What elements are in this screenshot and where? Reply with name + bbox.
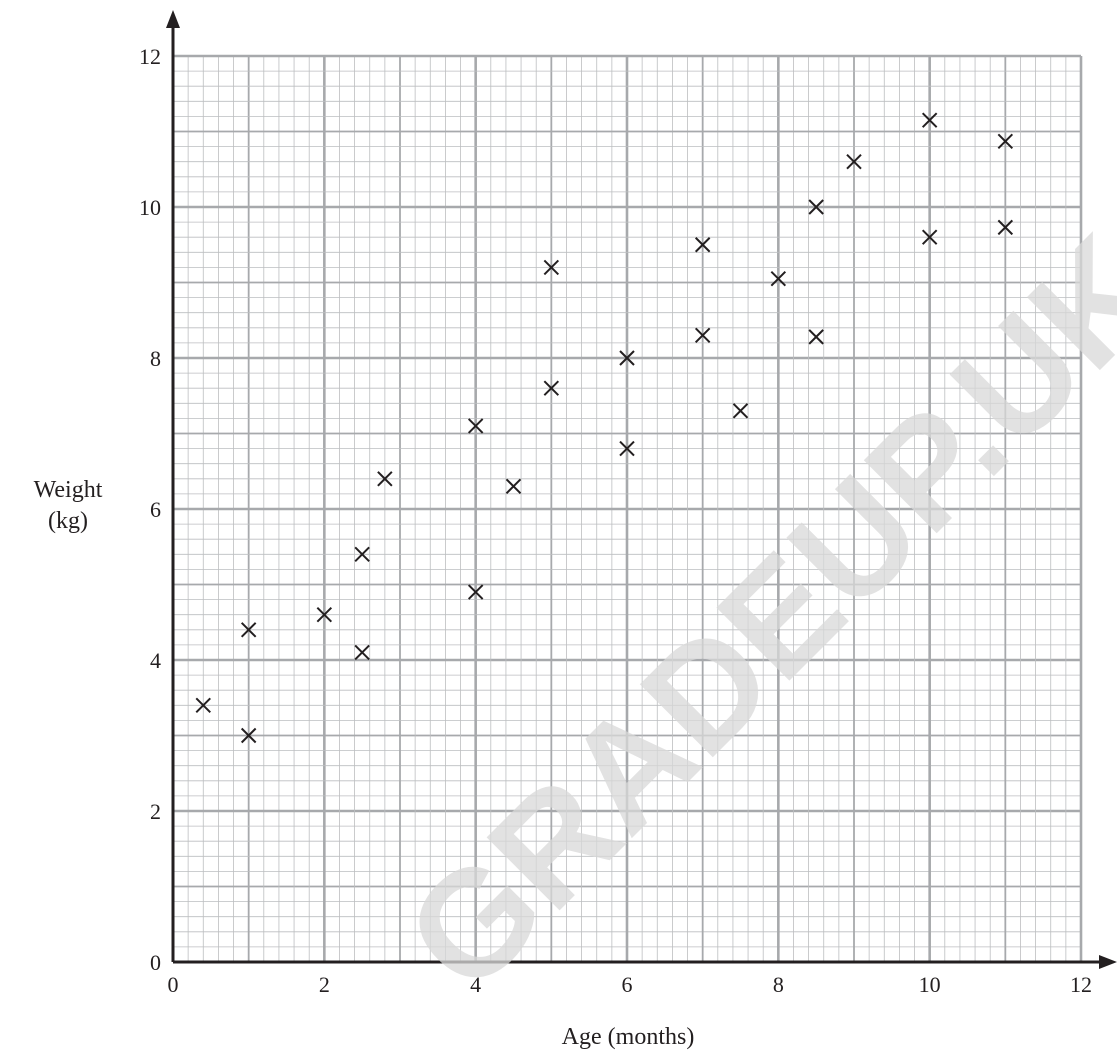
data-point: [377, 471, 393, 487]
x-tick-label: 12: [1070, 972, 1092, 997]
data-point: [997, 133, 1014, 150]
x-tick-label: 4: [470, 972, 481, 997]
y-tick-label: 2: [150, 799, 161, 824]
data-point: [240, 727, 257, 744]
axis-titles: Age (months) Weight (kg): [34, 477, 695, 1050]
data-point: [505, 478, 522, 495]
plot-grid: [171, 54, 1083, 964]
data-point: [921, 112, 938, 128]
x-tick-label: 8: [773, 972, 784, 997]
x-tick-label: 10: [919, 972, 941, 997]
y-tick-label: 0: [150, 950, 161, 975]
data-point: [921, 229, 938, 245]
data-point: [808, 199, 824, 215]
chart-axes: [166, 10, 1117, 969]
data-point: [240, 622, 257, 638]
data-point: [467, 584, 484, 600]
y-axis-arrow: [166, 10, 180, 28]
data-point: [354, 546, 370, 563]
data-point: [354, 644, 370, 661]
data-point: [770, 271, 787, 287]
x-tick-label: 0: [168, 972, 179, 997]
data-point: [732, 403, 749, 419]
data-point: [997, 219, 1014, 236]
y-axis-title-line-2: (kg): [48, 508, 88, 534]
x-tick-label: 6: [622, 972, 633, 997]
x-axis-title: Age (months): [562, 1024, 695, 1050]
data-point: [846, 153, 862, 170]
x-axis-arrow: [1099, 955, 1117, 969]
data-point: [808, 329, 824, 345]
data-point: [619, 440, 635, 457]
data-point: [694, 327, 711, 344]
data-point: [694, 237, 711, 253]
data-point: [195, 697, 211, 714]
y-tick-label: 8: [150, 346, 161, 371]
data-point: [543, 380, 560, 396]
data-point: [467, 418, 484, 434]
tick-labels: 0 2 4 6 8 10 12 0 2 4 6 8 10 12: [139, 44, 1092, 997]
data-point: [619, 350, 635, 366]
y-axis-title-line-1: Weight: [34, 477, 103, 503]
data-point: [316, 606, 333, 623]
x-tick-label: 2: [319, 972, 330, 997]
y-tick-label: 6: [150, 497, 161, 522]
y-tick-label: 10: [139, 195, 161, 220]
y-tick-label: 12: [139, 44, 161, 69]
data-point: [543, 259, 560, 276]
y-tick-label: 4: [150, 648, 161, 673]
data-points: [195, 112, 1014, 744]
